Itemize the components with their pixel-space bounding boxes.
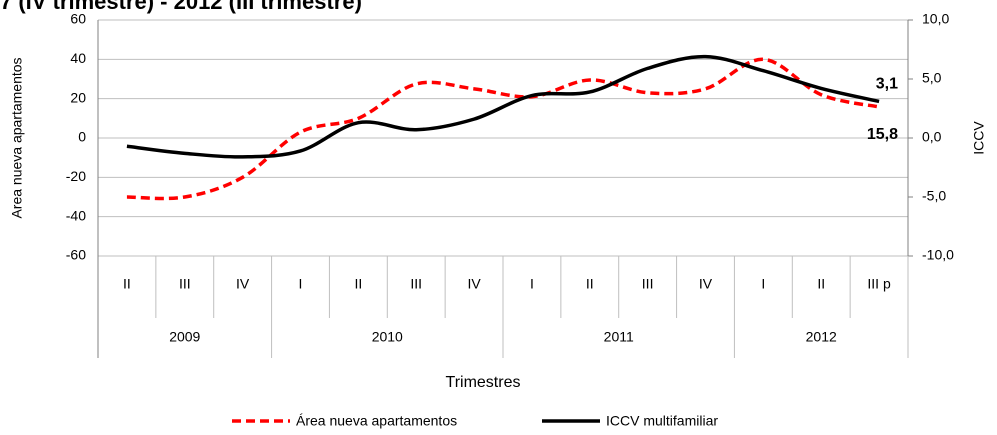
- y2-tick-label: -5,0: [922, 188, 946, 204]
- x-tick-label: I: [761, 276, 765, 292]
- group-label: 2010: [372, 329, 403, 345]
- y-tick-label: -40: [66, 207, 86, 223]
- group-label: 2012: [806, 329, 837, 345]
- value-label: 15,8: [867, 126, 898, 143]
- group-label: 2011: [604, 329, 634, 345]
- chart-title: 7 (IV trimestre) - 2012 (III trimestre): [0, 0, 362, 14]
- x-tick-label: II: [817, 276, 825, 292]
- x-tick-label: IV: [467, 276, 481, 292]
- value-label: 3,1: [876, 76, 898, 93]
- y2-tick-label: 10,0: [922, 11, 949, 27]
- x-tick-label: III: [642, 276, 654, 292]
- x-tick-label: IV: [699, 276, 713, 292]
- series-line: [126, 54, 880, 159]
- y2-tick-label: 0,0: [922, 129, 942, 145]
- y-axis-title: Area nueva apartamentos: [9, 57, 25, 218]
- y-tick-label: 60: [70, 11, 86, 27]
- y2-tick-label: 5,0: [922, 70, 942, 86]
- legend-label: Área nueva apartamentos: [296, 413, 457, 429]
- y-tick-label: -60: [66, 247, 86, 263]
- x-tick-label: II: [586, 276, 594, 292]
- x-tick-label: III p: [867, 276, 891, 292]
- x-tick-label: IV: [236, 276, 250, 292]
- y-tick-label: -20: [66, 168, 86, 184]
- y2-tick-label: -10,0: [922, 247, 954, 263]
- series-line: [126, 57, 880, 201]
- y2-axis-title: ICCV: [971, 121, 987, 155]
- group-label: 2009: [169, 329, 200, 345]
- y-tick-label: 0: [78, 129, 86, 145]
- x-tick-label: I: [530, 276, 534, 292]
- x-tick-label: II: [354, 276, 362, 292]
- legend-label: ICCV multifamiliar: [606, 413, 718, 429]
- x-tick-label: III: [410, 276, 422, 292]
- y-tick-label: 40: [70, 50, 86, 66]
- x-axis-title: Trimestres: [446, 374, 521, 391]
- x-tick-label: I: [299, 276, 303, 292]
- y-tick-label: 20: [70, 89, 86, 105]
- x-tick-label: II: [123, 276, 131, 292]
- x-tick-label: III: [179, 276, 191, 292]
